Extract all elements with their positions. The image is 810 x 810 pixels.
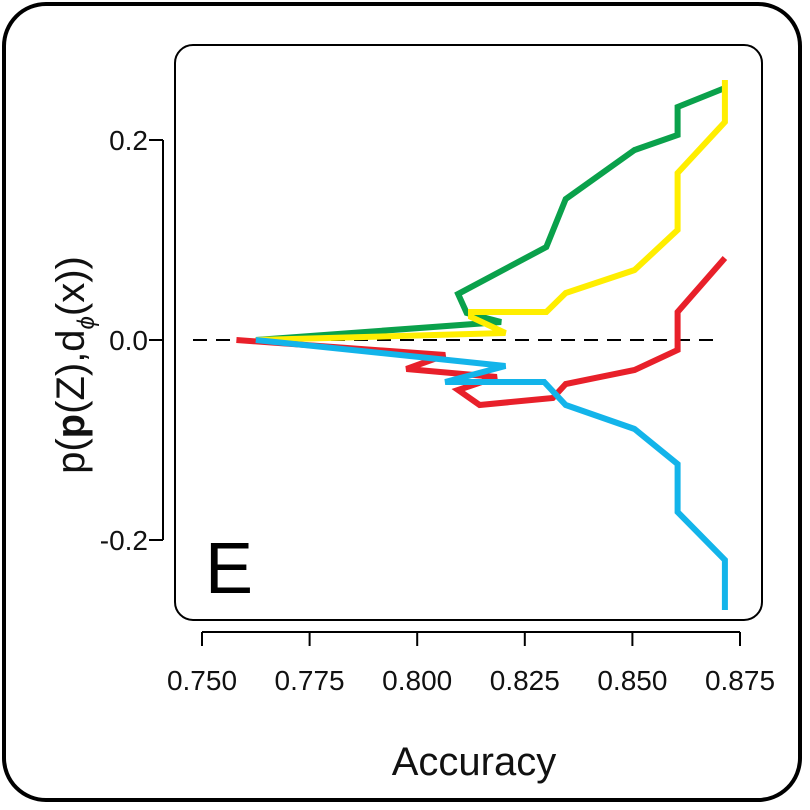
series-layer: [236, 80, 728, 610]
series-line-yellow: [255, 80, 728, 343]
plot-area: [174, 44, 763, 621]
y-axis-title-part1: p(: [49, 438, 93, 474]
y-axis: 0.2 0.0 -0.2: [100, 125, 164, 556]
y-tick-label: 0.2: [109, 125, 148, 156]
y-tick-label: -0.2: [100, 525, 148, 556]
x-axis-title: Accuracy: [392, 740, 557, 784]
y-axis-title: p(p(Z),dϕ(x)): [49, 256, 100, 474]
series-line-green: [255, 85, 727, 343]
y-axis-title-part3: (x)): [49, 256, 93, 316]
y-tick-label: 0.0: [109, 325, 148, 356]
y-axis-title-part2: (Z),d: [49, 329, 93, 413]
x-tick-label: 0.800: [382, 665, 452, 696]
x-tick-label: 0.825: [490, 665, 560, 696]
x-axis: 0.750 0.775 0.800 0.825 0.850 0.875: [167, 631, 775, 696]
series-line-red: [236, 256, 728, 409]
x-tick-label: 0.775: [275, 665, 345, 696]
series-line-blue: [255, 337, 728, 610]
y-axis-title-bold: p: [49, 414, 93, 438]
x-tick-label: 0.750: [167, 665, 237, 696]
y-axis-title-subscript: ϕ: [73, 316, 100, 329]
x-tick-label: 0.875: [705, 665, 775, 696]
x-tick-label: 0.850: [597, 665, 667, 696]
panel-label: E: [205, 529, 253, 609]
